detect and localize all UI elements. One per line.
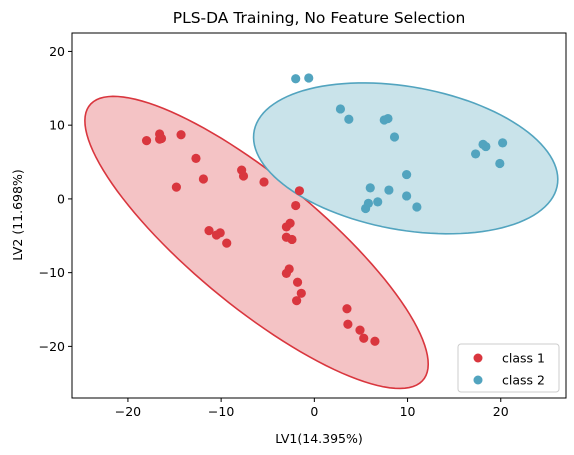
data-point-class-1 — [296, 288, 306, 298]
data-point-class-2 — [470, 149, 481, 159]
data-point-class-1 — [294, 186, 305, 196]
y-tick-label: 20 — [49, 44, 65, 59]
data-point-class-2 — [383, 113, 393, 124]
confidence-ellipses — [84, 82, 559, 390]
data-point-class-2 — [304, 73, 314, 83]
data-point-class-2 — [495, 158, 505, 169]
chart-title: PLS-DA Training, No Feature Selection — [173, 9, 466, 27]
data-point-class-1 — [222, 238, 232, 248]
data-point-class-2 — [498, 138, 508, 148]
data-point-class-1 — [171, 182, 181, 192]
y-tick-label: −10 — [39, 265, 65, 280]
data-point-class-1 — [204, 226, 214, 236]
x-axis-ticks: −20 −10 0 10 20 — [115, 398, 509, 419]
data-point-class-1 — [198, 174, 209, 184]
data-point-class-2 — [335, 104, 346, 114]
data-point-class-1 — [292, 296, 302, 306]
confidence-ellipse-class-2 — [252, 82, 559, 235]
legend-label-class-2: class 2 — [502, 373, 545, 388]
data-point-class-2 — [344, 114, 354, 124]
data-point-class-1 — [176, 130, 186, 140]
data-point-class-1 — [238, 171, 249, 181]
legend-marker-class-2 — [473, 375, 483, 385]
y-tick-label: 10 — [49, 118, 65, 133]
legend-label-class-1: class 1 — [502, 351, 545, 366]
data-point-class-2 — [373, 197, 383, 207]
data-point-class-2 — [361, 203, 371, 214]
x-tick-label: 20 — [493, 404, 509, 419]
x-tick-label: −10 — [208, 404, 234, 419]
data-point-class-1 — [355, 325, 365, 335]
data-point-class-1 — [343, 319, 353, 329]
confidence-ellipse-class-1 — [84, 95, 430, 390]
data-point-class-1 — [215, 228, 225, 238]
data-point-class-1 — [292, 277, 303, 287]
data-points — [141, 73, 508, 346]
data-point-class-1 — [259, 177, 269, 187]
x-axis-label: LV1(14.395%) — [275, 431, 362, 446]
data-point-class-2 — [389, 132, 400, 142]
data-point-class-1 — [370, 336, 380, 346]
y-axis-label: LV2 (11.698%) — [10, 169, 25, 260]
plot-frame — [71, 32, 567, 399]
data-point-class-1 — [141, 136, 152, 146]
legend: class 1 class 2 — [457, 343, 560, 393]
y-tick-label: −20 — [39, 339, 65, 354]
y-tick-label: 0 — [57, 191, 65, 206]
data-point-class-2 — [291, 74, 301, 84]
data-point-class-1 — [291, 200, 301, 211]
y-axis-ticks: −20 −10 0 10 20 — [39, 44, 72, 354]
data-point-class-2 — [481, 141, 491, 152]
data-point-class-2 — [402, 191, 412, 201]
data-point-class-1 — [359, 333, 369, 343]
data-point-class-2 — [365, 183, 375, 193]
x-tick-label: 0 — [310, 404, 318, 419]
x-tick-label: 10 — [400, 404, 416, 419]
data-point-class-1 — [287, 234, 297, 245]
data-point-class-2 — [402, 169, 412, 180]
legend-box — [457, 343, 560, 393]
data-point-class-1 — [156, 133, 167, 144]
x-tick-label: −20 — [115, 404, 141, 419]
data-point-class-1 — [284, 264, 294, 274]
data-point-class-2 — [412, 202, 422, 212]
data-point-class-1 — [342, 304, 352, 314]
legend-marker-class-1 — [473, 353, 483, 363]
data-point-class-2 — [384, 185, 394, 195]
data-point-class-1 — [285, 218, 295, 228]
data-point-class-1 — [191, 153, 201, 163]
